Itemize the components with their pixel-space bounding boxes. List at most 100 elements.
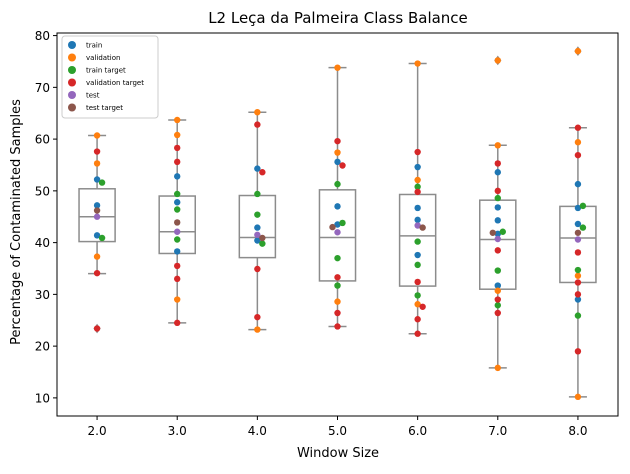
y-axis-ticks: 10 20 30 40 50 60 70 80 xyxy=(35,29,57,405)
data-point xyxy=(93,207,101,214)
data-point xyxy=(334,137,341,145)
data-point xyxy=(414,278,421,286)
data-point xyxy=(494,217,501,224)
data-point xyxy=(174,228,181,235)
data-point xyxy=(334,229,341,236)
legend-label: train target xyxy=(86,67,126,75)
data-point xyxy=(334,298,341,305)
y-tick-label: 30 xyxy=(35,288,50,302)
data-point xyxy=(414,330,421,337)
data-point xyxy=(93,160,101,167)
data-point xyxy=(494,169,501,176)
data-point xyxy=(494,142,501,149)
data-point xyxy=(494,364,501,372)
data-point xyxy=(339,162,346,169)
data-point xyxy=(494,204,501,211)
legend-frame xyxy=(61,35,159,119)
data-point xyxy=(574,139,582,146)
data-point xyxy=(574,348,582,355)
data-point xyxy=(254,108,261,116)
x-tick-label: 7.0 xyxy=(488,424,507,438)
data-point xyxy=(174,319,181,327)
data-point xyxy=(334,323,341,330)
data-point xyxy=(494,247,501,254)
data-point xyxy=(259,234,266,242)
data-point xyxy=(414,148,421,156)
data-point xyxy=(93,232,101,239)
data-point xyxy=(414,316,421,323)
data-point xyxy=(254,231,261,239)
data-point xyxy=(494,160,501,167)
data-point xyxy=(259,169,266,176)
x-tick-label: 4.0 xyxy=(248,424,267,438)
data-point xyxy=(574,291,582,298)
legend-marker xyxy=(68,91,76,99)
legend-marker xyxy=(68,66,76,74)
x-tick-label: 6.0 xyxy=(408,424,427,438)
data-point xyxy=(574,249,582,256)
legend-label: test target xyxy=(86,104,123,112)
y-tick-label: 70 xyxy=(35,81,50,95)
data-point xyxy=(414,176,421,184)
data-point xyxy=(93,213,101,220)
data-point xyxy=(419,224,426,231)
data-point xyxy=(574,312,582,319)
data-point xyxy=(254,313,261,321)
data-point xyxy=(334,254,341,262)
data-point xyxy=(414,188,421,196)
data-point xyxy=(414,301,421,308)
data-point xyxy=(574,296,582,303)
data-point xyxy=(494,57,501,64)
data-point xyxy=(93,176,101,183)
data-point xyxy=(93,253,101,260)
data-point xyxy=(174,131,181,139)
box-7.0 xyxy=(479,55,517,369)
x-tick-label: 2.0 xyxy=(88,424,107,438)
legend: train validation train target validation ta… xyxy=(61,35,159,119)
data-point xyxy=(254,190,261,198)
box-iqr xyxy=(479,199,517,290)
data-point xyxy=(254,326,261,333)
data-point xyxy=(254,121,261,128)
x-axis-ticks: 2.0 3.0 4.0 5.0 6.0 7.0 8.0 xyxy=(88,416,587,438)
data-point xyxy=(174,173,181,180)
data-point xyxy=(414,183,421,190)
points-layer xyxy=(93,47,587,401)
legend-label: train xyxy=(86,42,102,50)
data-point xyxy=(494,267,501,274)
data-point xyxy=(579,202,587,210)
data-point xyxy=(93,132,101,139)
data-point xyxy=(414,261,421,269)
data-point xyxy=(579,224,587,231)
data-point xyxy=(494,302,501,309)
data-point xyxy=(414,163,421,171)
data-point xyxy=(174,262,181,270)
data-point xyxy=(494,296,501,303)
data-point xyxy=(414,292,421,299)
data-point xyxy=(414,60,421,67)
data-point xyxy=(259,240,266,247)
y-tick-label: 60 xyxy=(35,133,50,147)
y-tick-label: 20 xyxy=(35,340,50,354)
data-point xyxy=(254,237,261,244)
data-point xyxy=(174,190,181,198)
data-point xyxy=(254,265,261,273)
data-point xyxy=(174,296,181,303)
data-point xyxy=(574,124,582,131)
data-point xyxy=(574,151,582,159)
data-point xyxy=(494,235,501,243)
data-point xyxy=(93,269,101,277)
y-axis-label: Percentage of Contaminated Samples xyxy=(9,99,24,345)
data-point xyxy=(254,224,261,231)
x-tick-label: 5.0 xyxy=(328,424,347,438)
data-point xyxy=(334,149,341,156)
data-point xyxy=(494,194,501,202)
data-point xyxy=(93,325,101,332)
y-tick-label: 40 xyxy=(35,236,50,250)
data-point xyxy=(419,303,426,310)
data-point xyxy=(339,219,346,227)
x-tick-label: 8.0 xyxy=(568,424,587,438)
data-point xyxy=(174,275,181,283)
data-point xyxy=(174,158,181,166)
